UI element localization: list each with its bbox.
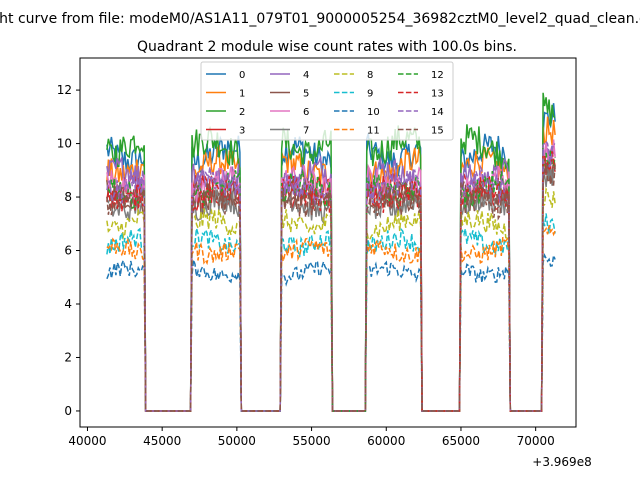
x-axis: 40000 45000 50000 55000 60000 65000 70000 <box>68 427 555 448</box>
legend-label-0: 0 <box>239 70 245 81</box>
x-tick-label: 50000 <box>218 434 256 448</box>
x-tick-label: 65000 <box>442 434 480 448</box>
y-tick-label: 6 <box>64 244 72 258</box>
legend-label-1: 1 <box>239 89 245 100</box>
y-tick-label: 0 <box>64 404 72 418</box>
legend-label-11: 11 <box>367 126 380 137</box>
series-line-15 <box>106 162 556 412</box>
legend-label-4: 4 <box>303 70 309 81</box>
legend-label-12: 12 <box>431 70 444 81</box>
y-tick-label: 10 <box>57 137 72 151</box>
x-tick-label: 60000 <box>367 434 405 448</box>
legend-label-6: 6 <box>303 107 309 118</box>
legend-label-14: 14 <box>431 107 444 118</box>
x-tick-label: 40000 <box>68 434 106 448</box>
x-tick-label: 45000 <box>143 434 181 448</box>
x-axis-offset-label: +3.969e8 <box>532 455 591 469</box>
chart-title: Quadrant 2 module wise count rates with … <box>137 39 517 55</box>
figure-suptitle: Light curve from file: modeM0/AS1A11_079… <box>0 11 640 27</box>
legend-label-10: 10 <box>367 107 380 118</box>
x-tick-label: 70000 <box>517 434 555 448</box>
y-tick-label: 4 <box>64 297 72 311</box>
legend-label-15: 15 <box>431 126 444 137</box>
y-tick-label: 8 <box>64 190 72 204</box>
y-tick-label: 2 <box>64 350 72 364</box>
legend-label-13: 13 <box>431 89 444 100</box>
plot-frame <box>79 57 577 428</box>
x-tick-label: 55000 <box>292 434 330 448</box>
legend-label-7: 7 <box>303 126 309 137</box>
legend-box <box>200 61 454 141</box>
y-axis: 0 2 4 6 8 10 12 <box>57 83 80 418</box>
legend-label-3: 3 <box>239 126 245 137</box>
legend-label-5: 5 <box>303 89 309 100</box>
y-tick-label: 12 <box>57 83 72 97</box>
legend-label-9: 9 <box>367 89 373 100</box>
legend-label-8: 8 <box>367 70 373 81</box>
legend-label-2: 2 <box>239 107 245 118</box>
